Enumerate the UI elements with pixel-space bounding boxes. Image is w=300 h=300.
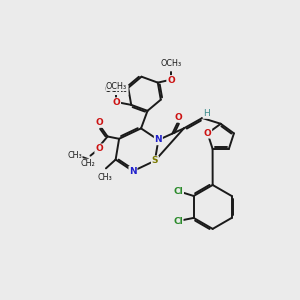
Text: OCH₃: OCH₃ — [105, 85, 128, 94]
Text: O: O — [167, 76, 175, 85]
Text: O: O — [174, 113, 182, 122]
Text: O: O — [112, 98, 120, 107]
Text: O: O — [95, 144, 103, 153]
Text: OCH₃: OCH₃ — [106, 82, 127, 91]
Text: CH₂: CH₂ — [81, 159, 95, 168]
Text: Cl: Cl — [173, 187, 183, 196]
Text: CH₃: CH₃ — [68, 151, 82, 160]
Text: Cl: Cl — [173, 217, 183, 226]
Text: CH₃: CH₃ — [98, 173, 112, 182]
Text: N: N — [129, 167, 137, 176]
Text: N: N — [154, 135, 162, 144]
Text: S: S — [152, 156, 158, 165]
Text: H: H — [203, 109, 210, 118]
Text: O: O — [96, 118, 103, 127]
Text: OCH₃: OCH₃ — [160, 59, 182, 68]
Text: O: O — [204, 129, 212, 138]
